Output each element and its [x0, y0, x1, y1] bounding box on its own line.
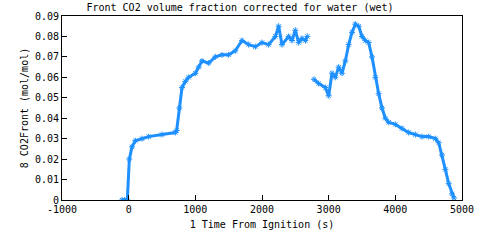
svg-text:0: 0: [53, 195, 59, 206]
svg-text:1 Time From Ignition (s): 1 Time From Ignition (s): [190, 219, 335, 230]
svg-text:0: 0: [126, 204, 132, 215]
svg-text:3000: 3000: [317, 204, 341, 215]
svg-text:0.03: 0.03: [35, 133, 59, 144]
svg-text:5000: 5000: [450, 204, 474, 215]
svg-text:0.05: 0.05: [35, 92, 59, 103]
svg-text:-1000: -1000: [47, 204, 77, 215]
svg-text:Front CO2 volume fraction corr: Front CO2 volume fraction corrected for …: [86, 2, 393, 13]
svg-text:2000: 2000: [250, 204, 274, 215]
svg-text:0.08: 0.08: [35, 31, 59, 42]
svg-text:4000: 4000: [383, 204, 407, 215]
svg-text:0.07: 0.07: [35, 51, 59, 62]
svg-text:0.02: 0.02: [35, 154, 59, 165]
svg-text:0.01: 0.01: [35, 174, 59, 185]
svg-text:8 CO2Front (mol/mol): 8 CO2Front (mol/mol): [19, 48, 30, 168]
svg-text:0.06: 0.06: [35, 72, 59, 83]
svg-text:0.04: 0.04: [35, 113, 59, 124]
svg-text:1000: 1000: [183, 204, 207, 215]
svg-text:0.09: 0.09: [35, 11, 59, 22]
